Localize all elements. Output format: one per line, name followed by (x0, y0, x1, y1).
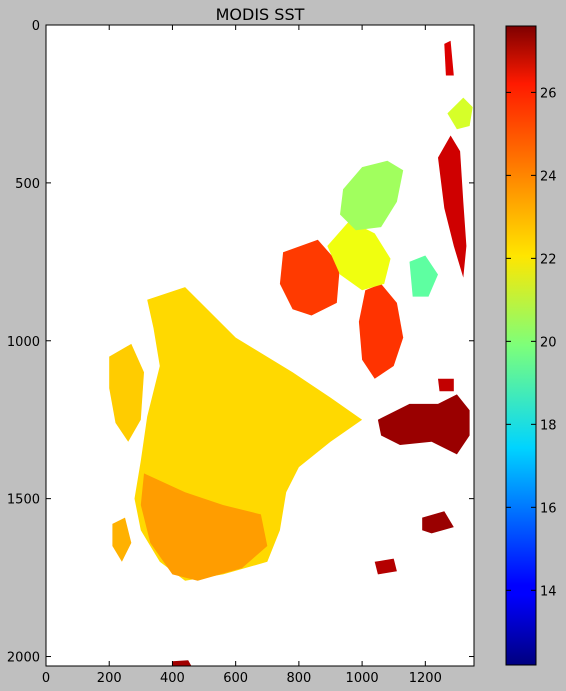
sst-region (409, 255, 438, 297)
colorbar: 14 16 18 20 22 24 26 (505, 25, 557, 666)
plot-background (46, 25, 474, 666)
sst-region (377, 394, 470, 455)
x-tick-label: 0 (42, 671, 50, 686)
colorbar-tick-label: 20 (540, 335, 557, 350)
x-tick-label: 400 (160, 671, 185, 686)
x-axis: 0 200 400 600 800 1000 1200 (42, 25, 442, 686)
plot-area (45, 24, 475, 667)
colorbar-tick-label: 16 (540, 501, 557, 516)
sst-region (447, 97, 473, 130)
colorbar-tick-label: 24 (540, 169, 557, 184)
sst-region (112, 517, 132, 562)
colorbar-ticks: 14 16 18 20 22 24 26 (506, 86, 557, 599)
y-tick-label: 500 (15, 177, 40, 192)
sst-region (374, 558, 397, 575)
sst-region (172, 660, 192, 666)
sst-region (109, 343, 144, 442)
x-tick-label: 1000 (346, 671, 379, 686)
sst-image (109, 40, 473, 666)
colorbar-gradient (505, 25, 537, 666)
y-tick-label: 1000 (7, 335, 40, 350)
sst-region (140, 473, 268, 581)
plot-frame (45, 24, 475, 667)
x-tick-label: 1200 (409, 671, 442, 686)
y-tick-label: 2000 (7, 651, 40, 666)
y-tick-label: 0 (32, 19, 40, 34)
sst-region (358, 283, 404, 379)
sst-region (422, 511, 454, 534)
y-tick-label: 1500 (7, 493, 40, 508)
colorbar-tick-label: 26 (540, 86, 557, 101)
colorbar-tick-label: 22 (540, 252, 557, 267)
sst-region (438, 135, 467, 278)
x-tick-label: 600 (223, 671, 248, 686)
x-tick-label: 200 (97, 671, 122, 686)
colorbar-tick-label: 14 (540, 584, 557, 599)
chart-title: MODIS SST (216, 5, 305, 24)
sst-region (327, 220, 391, 291)
x-tick-label: 800 (286, 671, 311, 686)
sst-region (438, 378, 454, 392)
y-axis: 0 500 1000 1500 2000 (7, 19, 474, 666)
colorbar-tick-label: 18 (540, 418, 557, 433)
sst-region (444, 40, 454, 76)
sst-region (340, 160, 404, 231)
sst-region (279, 239, 340, 316)
